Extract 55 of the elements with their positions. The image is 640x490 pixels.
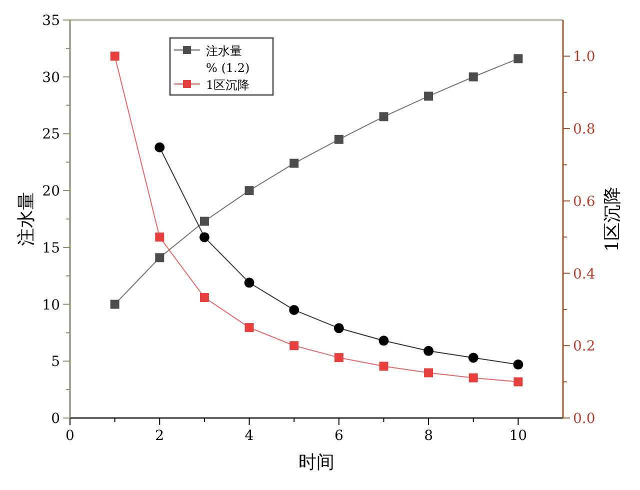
point [378, 336, 389, 346]
point [379, 112, 388, 122]
point [200, 216, 209, 226]
x-tick-label: 10 [509, 428, 528, 444]
point [468, 373, 478, 382]
point [244, 278, 254, 288]
y-tick-label: 20 [42, 184, 60, 200]
point [289, 304, 300, 315]
point [334, 353, 344, 362]
point [468, 352, 478, 363]
text: 0.0 [573, 411, 596, 427]
point [155, 253, 164, 262]
point [424, 92, 434, 101]
point [334, 323, 344, 334]
x-tick-label: 2 [155, 428, 164, 444]
point [199, 232, 210, 242]
x-tick-label: 8 [424, 428, 434, 444]
y-tick-label: 5 [51, 354, 60, 370]
point [154, 142, 165, 152]
point [468, 72, 478, 82]
y2-tick-label: 0.8 [573, 122, 596, 138]
y-tick-label: 10 [42, 297, 60, 314]
point [200, 293, 209, 302]
y-tick-label: 25 [42, 126, 60, 143]
point [244, 186, 254, 196]
y-tick-label: 0 [51, 411, 60, 427]
y2-tick-label: 0.6 [573, 194, 596, 210]
point [513, 360, 524, 370]
y2-tick-label: 1.0 [573, 49, 596, 66]
y2-axis-title: 1区沉降 [602, 186, 623, 252]
legend-label: 注水量 [206, 44, 242, 58]
point [110, 52, 120, 61]
point [334, 134, 344, 144]
annotation: % (1.2) [206, 61, 250, 75]
x-tick-label: 0 [66, 428, 74, 444]
y2-tick-label: 0.2 [573, 338, 596, 355]
point [110, 300, 120, 309]
point [424, 346, 434, 356]
y2-tick-label: 0.4 [573, 266, 596, 282]
y-tick-label: 30 [42, 70, 60, 86]
y-axis-title: 注水量 [16, 192, 37, 246]
legend-label: 1区沉降 [206, 78, 250, 92]
point [379, 362, 388, 371]
point [244, 323, 254, 332]
point [514, 54, 523, 64]
x-tick-label: 6 [334, 428, 344, 444]
x-axis-title: 时间 [298, 452, 334, 473]
x-tick-label: 4 [244, 428, 254, 444]
point [424, 368, 434, 378]
point [514, 377, 523, 386]
point [155, 232, 164, 242]
point [290, 341, 299, 350]
y-tick-label: 15 [42, 240, 60, 256]
y-tick-label: 35 [42, 13, 60, 29]
point [290, 158, 299, 168]
